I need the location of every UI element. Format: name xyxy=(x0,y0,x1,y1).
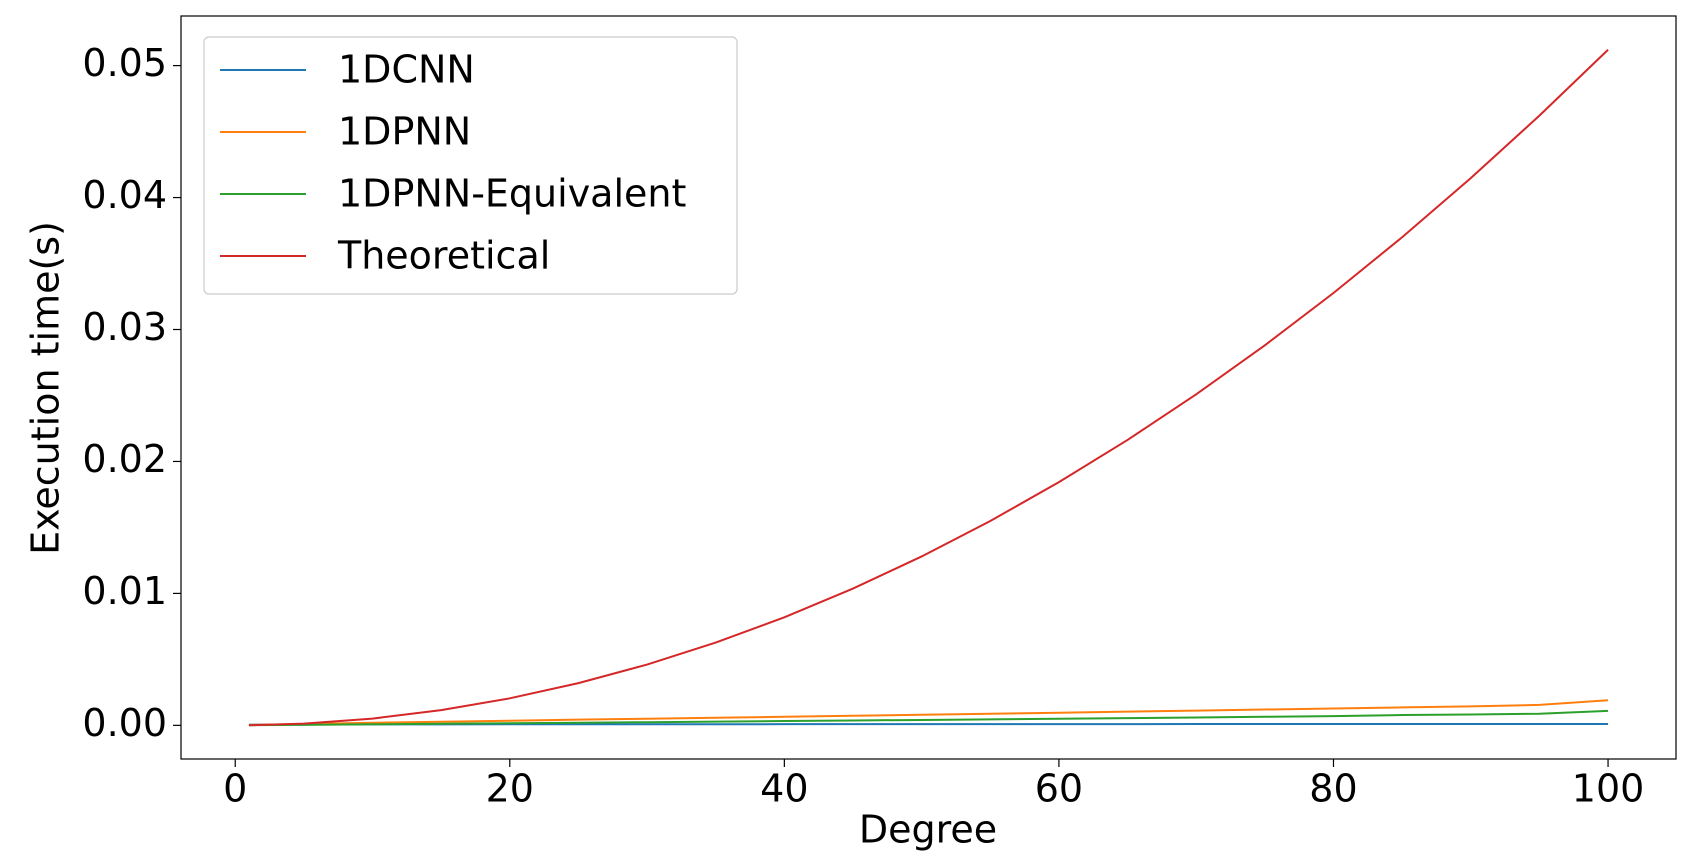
y-tick-label: 0.05 xyxy=(82,41,167,85)
legend-label: 1DCNN xyxy=(338,48,475,92)
y-tick-label: 0.03 xyxy=(82,305,167,349)
x-tick-label: 0 xyxy=(223,767,247,811)
y-tick-label: 0.04 xyxy=(82,173,167,217)
plot-frame xyxy=(180,15,1677,760)
x-tick-label: 80 xyxy=(1309,767,1357,811)
line xyxy=(248,699,1609,726)
legend-box xyxy=(203,36,738,295)
x-axis-label: Degree xyxy=(859,808,997,852)
legend-label: Theoretical xyxy=(337,234,550,278)
legend-label: 1DPNN xyxy=(338,110,471,154)
line xyxy=(248,709,1609,727)
x-tick-label: 100 xyxy=(1572,767,1645,811)
x-tick-label: 60 xyxy=(1035,767,1083,811)
x-tick-label: 40 xyxy=(760,767,808,811)
legend-label: 1DPNN-Equivalent xyxy=(338,172,686,216)
line xyxy=(248,49,1609,727)
y-axis-label: Execution time(s) xyxy=(24,221,68,555)
y-tick-label: 0.00 xyxy=(82,701,167,745)
y-tick-label: 0.02 xyxy=(82,437,167,481)
x-tick-label: 20 xyxy=(486,767,534,811)
y-tick-label: 0.01 xyxy=(82,569,167,613)
